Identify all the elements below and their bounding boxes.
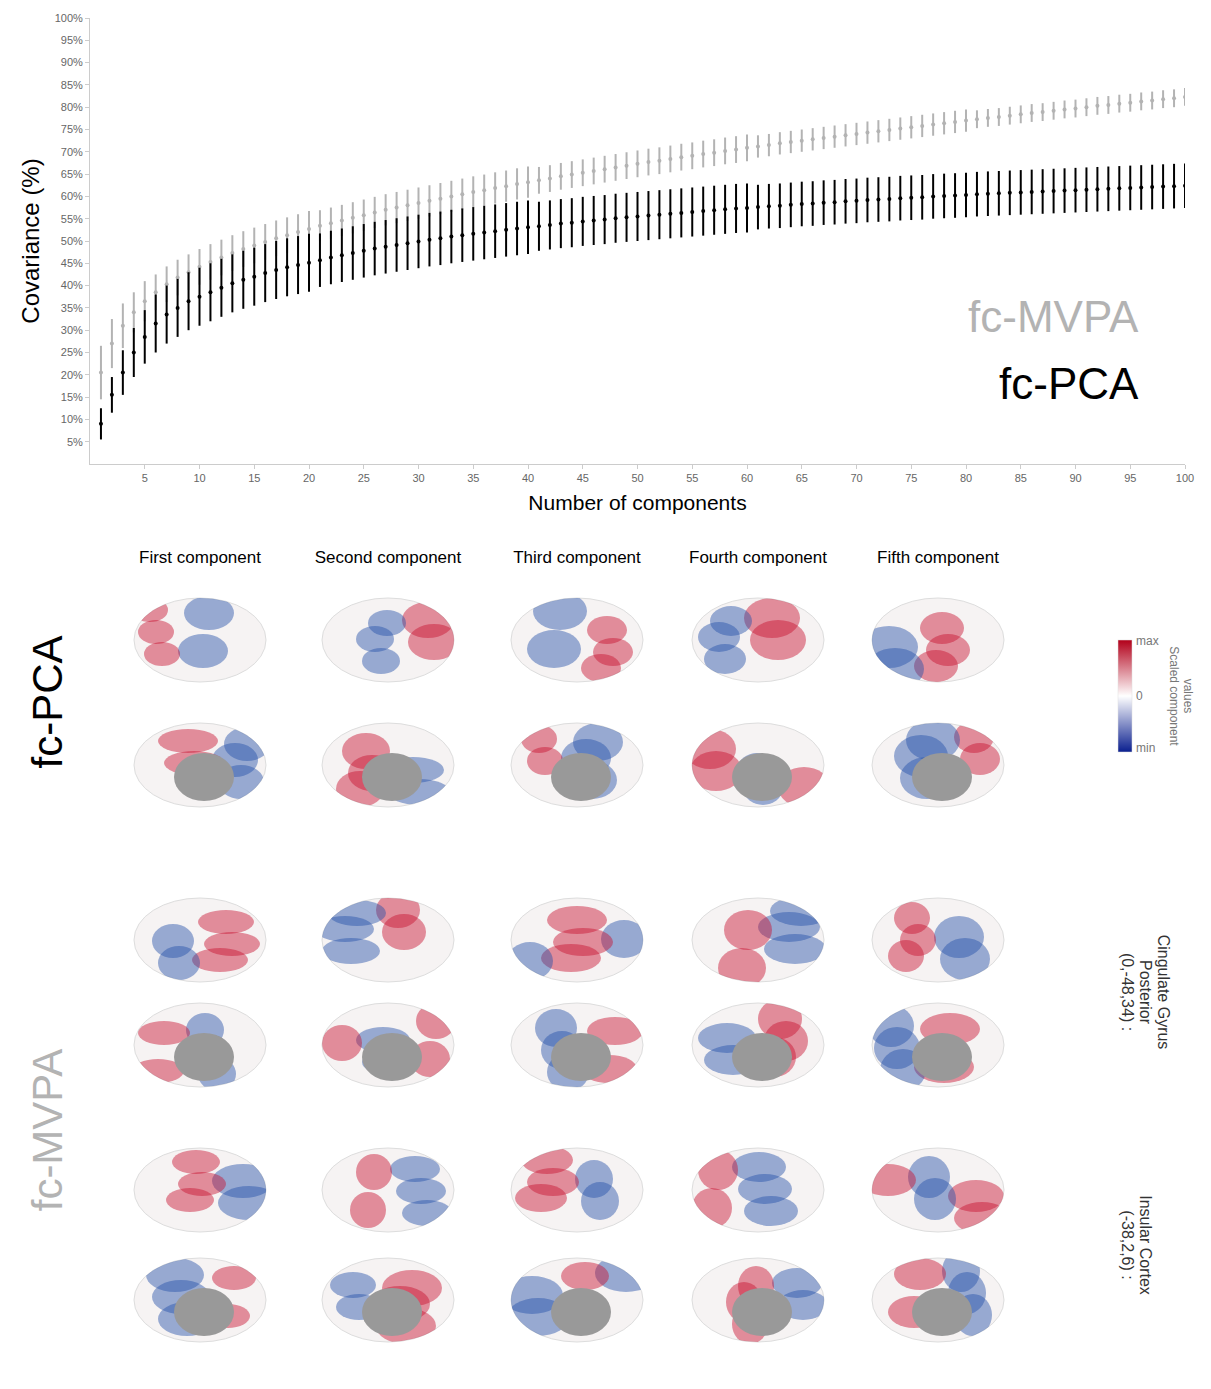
svg-text:85%: 85% xyxy=(61,79,83,91)
svg-text:First component: First component xyxy=(139,548,261,567)
svg-text:60: 60 xyxy=(741,472,753,484)
svg-text:20%: 20% xyxy=(61,369,83,381)
svg-text:Scaled component: Scaled component xyxy=(1167,646,1181,746)
svg-text:fc-MVPA: fc-MVPA xyxy=(968,292,1139,341)
svg-text:45: 45 xyxy=(577,472,589,484)
svg-text:70: 70 xyxy=(850,472,862,484)
svg-text:65: 65 xyxy=(796,472,808,484)
svg-text:Number of components: Number of components xyxy=(528,491,746,514)
svg-text:(0,-48,34) :: (0,-48,34) : xyxy=(1119,953,1136,1031)
svg-text:60%: 60% xyxy=(61,190,83,202)
svg-text:55: 55 xyxy=(686,472,698,484)
svg-text:5: 5 xyxy=(142,472,148,484)
svg-text:50%: 50% xyxy=(61,235,83,247)
svg-text:40%: 40% xyxy=(61,279,83,291)
svg-text:45%: 45% xyxy=(61,257,83,269)
svg-text:Cingulate Gyrus: Cingulate Gyrus xyxy=(1155,935,1172,1050)
svg-text:fc-PCA: fc-PCA xyxy=(24,635,71,768)
svg-text:max: max xyxy=(1136,634,1159,648)
svg-text:30%: 30% xyxy=(61,324,83,336)
svg-text:25: 25 xyxy=(358,472,370,484)
svg-text:30: 30 xyxy=(412,472,424,484)
svg-text:10: 10 xyxy=(193,472,205,484)
svg-text:0: 0 xyxy=(1136,689,1143,703)
svg-text:Third component: Third component xyxy=(513,548,641,567)
svg-text:70%: 70% xyxy=(61,146,83,158)
svg-text:80: 80 xyxy=(960,472,972,484)
svg-text:Covariance (%): Covariance (%) xyxy=(17,158,44,323)
svg-text:55%: 55% xyxy=(61,213,83,225)
svg-text:15%: 15% xyxy=(61,391,83,403)
svg-text:80%: 80% xyxy=(61,101,83,113)
svg-text:50: 50 xyxy=(631,472,643,484)
svg-text:(-38,2,6) :: (-38,2,6) : xyxy=(1119,1210,1136,1279)
svg-text:20: 20 xyxy=(303,472,315,484)
svg-text:65%: 65% xyxy=(61,168,83,180)
svg-text:90: 90 xyxy=(1069,472,1081,484)
svg-text:Fifth component: Fifth component xyxy=(877,548,999,567)
svg-text:100: 100 xyxy=(1176,472,1194,484)
svg-text:75%: 75% xyxy=(61,123,83,135)
svg-text:Posterior: Posterior xyxy=(1137,960,1154,1025)
svg-text:Second component: Second component xyxy=(315,548,462,567)
svg-text:75: 75 xyxy=(905,472,917,484)
svg-text:40: 40 xyxy=(522,472,534,484)
svg-text:95: 95 xyxy=(1124,472,1136,484)
svg-text:fc-MVPA: fc-MVPA xyxy=(24,1049,71,1212)
svg-text:10%: 10% xyxy=(61,413,83,425)
svg-text:15: 15 xyxy=(248,472,260,484)
svg-text:Insular Cortex: Insular Cortex xyxy=(1137,1195,1154,1295)
svg-text:fc-PCA: fc-PCA xyxy=(999,359,1139,408)
svg-text:95%: 95% xyxy=(61,34,83,46)
svg-text:5%: 5% xyxy=(67,436,83,448)
svg-text:85: 85 xyxy=(1015,472,1027,484)
svg-text:90%: 90% xyxy=(61,56,83,68)
svg-text:min: min xyxy=(1136,741,1155,755)
svg-text:25%: 25% xyxy=(61,346,83,358)
svg-text:values: values xyxy=(1181,679,1195,714)
svg-text:35%: 35% xyxy=(61,302,83,314)
svg-text:35: 35 xyxy=(467,472,479,484)
svg-text:100%: 100% xyxy=(55,12,83,24)
svg-text:Fourth component: Fourth component xyxy=(689,548,827,567)
